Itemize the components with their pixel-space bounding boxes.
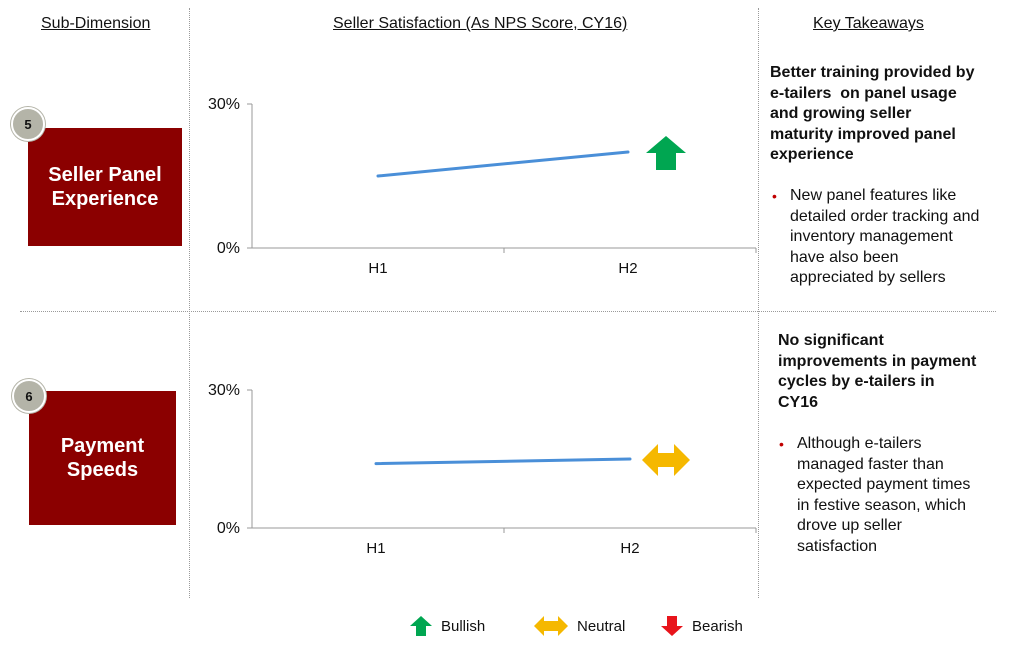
arrow-up-icon [410,616,432,636]
legend-label: Bearish [692,617,743,635]
takeaway-bullet-payment: Although e-tailers managed faster than e… [777,434,970,557]
subdimension-label-line: Payment [60,435,145,457]
takeaway-bullet-line: New panel features like [790,187,957,204]
takeaway-bullet-line: appreciated by sellers [790,269,946,286]
takeaway-bullet-line: in festive season, which [797,496,966,514]
takeaway-title-line: improvements in payment [778,352,977,370]
y-tick-label: 30% [208,96,240,113]
subdimension-label-line: Experience [51,188,159,210]
series-line [374,457,632,466]
takeaway-bullet-line: detailed order tracking and [790,207,980,225]
x-tick-label: H1 [368,260,387,277]
takeaway-bullet-panel: New panel features like detailed order t… [770,186,979,289]
double-arrow-icon [534,616,568,636]
row-divider [20,311,996,312]
legend-label: Bullish [441,617,486,635]
chart-header: Seller Satisfaction (As NPS Score, CY16) [333,15,628,32]
takeaway-bullet-line: inventory management [790,228,953,245]
legend-neutral: Neutral [533,615,625,637]
subdimension-label-line: Seller Panel [48,164,162,186]
subdimension-header: Sub-Dimension [41,15,151,32]
takeaway-bullet-line: have also been [790,248,899,266]
row-number-badge: 5 [11,107,45,141]
trend-arrow-up-icon [646,136,686,170]
takeaway-bullet-line: drove up seller [797,517,902,534]
takeaway-title-line: No significant [778,332,884,349]
column-divider-right [758,8,759,598]
takeaway-bullet-line: expected payment times [797,476,971,493]
takeaway-title-line: CY16 [778,393,819,411]
subdimension-box-seller-panel: Seller Panel Experience [28,128,182,246]
takeaway-title-line: Better training provided by [770,64,975,81]
takeaways-header: Key Takeaways [813,15,924,32]
takeaway-title-line: experience [770,146,854,163]
trend-double-arrow-icon [642,444,690,476]
arrow-down-icon [661,616,683,636]
legend-label: Neutral [577,617,626,635]
column-divider-left [189,8,190,598]
takeaway-title-payment: No significant improvements in payment c… [778,331,976,413]
x-tick-label: H2 [620,540,639,557]
takeaway-bullet-line: managed faster than [797,455,944,473]
takeaway-title-line: maturity improved panel [770,125,956,143]
subdimension-label-line: Speeds [66,459,139,481]
row-number-badge: 6 [12,379,46,413]
y-tick-label: 30% [208,382,240,399]
y-tick-label: 0% [217,240,240,257]
x-tick-label: H2 [618,260,637,277]
takeaway-bullet-line: satisfaction [797,537,878,555]
series-line [376,150,630,178]
subdimension-box-payment-speeds: Payment Speeds [29,391,176,525]
y-tick-label: 0% [217,520,240,537]
legend-bullish: Bullish [409,615,485,637]
x-tick-label: H1 [366,540,385,557]
legend-bearish: Bearish [660,615,743,637]
takeaway-title-panel: Better training provided by e-tailers on… [770,63,974,166]
takeaway-bullet-line: Although e-tailers [797,435,922,452]
takeaway-title-line: cycles by e-tailers in [778,373,935,390]
takeaway-title-line: and growing seller [770,105,912,122]
takeaway-title-line: e-tailers on panel usage [770,84,957,102]
